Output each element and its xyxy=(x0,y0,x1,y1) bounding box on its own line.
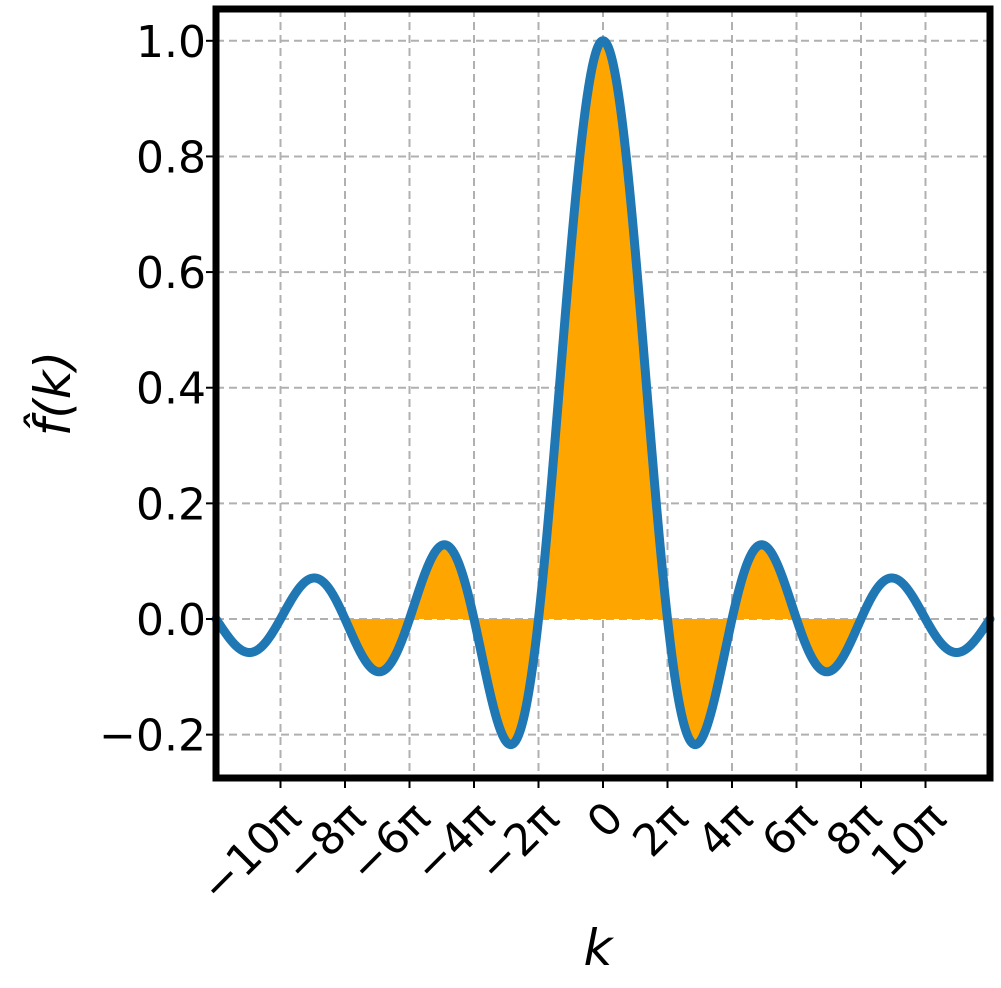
y-tick-label: 0.8 xyxy=(136,132,206,183)
x-tick-label: 4π xyxy=(688,792,763,867)
filled-area xyxy=(345,40,861,745)
y-tick-label: 0.2 xyxy=(136,479,206,530)
x-tick-label: 0 xyxy=(578,792,634,848)
x-axis-label: k xyxy=(584,919,615,977)
series-line xyxy=(211,36,995,750)
y-axis-label: f̂(k) xyxy=(23,351,82,437)
y-tick-label: 0.0 xyxy=(136,595,206,646)
y-axis: 1.0 0.8 0.6 0.4 0.2 0.0 −0.2 xyxy=(99,17,216,762)
x-tick-label: 10π xyxy=(862,792,956,886)
y-tick-label: −0.2 xyxy=(99,711,206,762)
x-tick-label: 2π xyxy=(623,792,698,867)
y-tick-label: 0.4 xyxy=(136,364,206,415)
y-tick-label: 0.6 xyxy=(136,248,206,299)
x-tick-label: 6π xyxy=(752,792,827,867)
y-tick-label: 1.0 xyxy=(136,17,206,68)
